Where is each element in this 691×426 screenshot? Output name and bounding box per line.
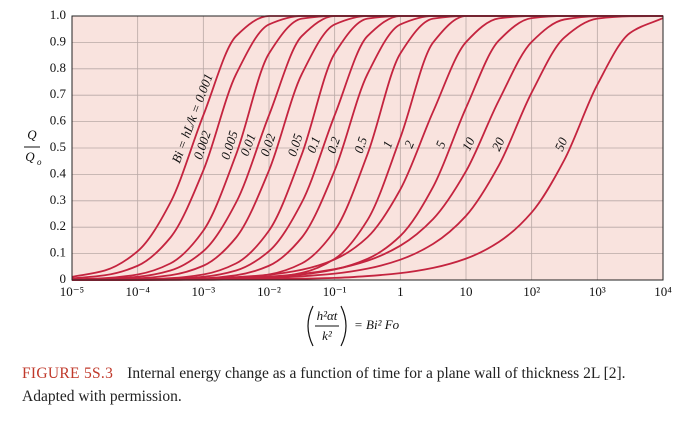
y-tick-label: 0.3	[50, 192, 66, 207]
curve-label: 10	[459, 134, 478, 153]
curve-label: 0.2	[324, 134, 344, 155]
x-tick-label: 10⁻²	[257, 284, 281, 299]
x-tick-label: 10⁴	[654, 284, 672, 299]
y-tick-label: 0.9	[50, 33, 66, 48]
y-tick-label: 0.5	[50, 139, 66, 154]
x-label-paren	[340, 305, 347, 347]
x-tick-label: 10²	[523, 284, 540, 299]
curve-label: 0.05	[284, 131, 305, 158]
x-tick-label: 10	[460, 284, 473, 299]
y-tick-label: 0.2	[50, 218, 66, 233]
curve-label: 20	[488, 135, 507, 153]
y-tick-label: 1.0	[50, 7, 66, 22]
curve-label-group: 0.5	[351, 135, 370, 156]
x-tick-label: 10⁻³	[191, 284, 215, 299]
caption: FIGURE 5S.3 Internal energy change as a f…	[22, 362, 670, 408]
curve-label: 0.02	[257, 131, 279, 158]
y-tick-label: 0.8	[50, 60, 66, 75]
y-label-subscript: o	[37, 157, 42, 167]
y-tick-label: 0.7	[50, 86, 67, 101]
curve-label-group: 20	[488, 135, 507, 153]
x-label-paren	[307, 305, 314, 347]
x-tick-label: 10³	[589, 284, 606, 299]
curve-label-group: 50	[551, 135, 570, 153]
y-label-denominator: Q	[25, 149, 35, 164]
y-tick-label: 0	[60, 271, 67, 286]
x-label-numerator: h²αt	[317, 308, 338, 323]
caption-label: FIGURE 5S.3	[22, 365, 114, 382]
curve-label-group: 0.02	[257, 131, 279, 158]
curve-label-group: 0.05	[284, 131, 305, 158]
curve-label-group: 0.1	[304, 134, 324, 154]
y-tick-label: 0.1	[50, 245, 66, 260]
curve-label: 0.1	[304, 134, 324, 154]
x-label-rest: = Bi² Fo	[354, 317, 400, 332]
curve-label: 0.5	[351, 135, 370, 156]
y-label-numerator: Q	[27, 127, 37, 142]
x-tick-label: 1	[397, 284, 404, 299]
x-tick-label: 10⁻⁴	[125, 284, 150, 299]
x-label-denominator: k²	[322, 328, 333, 343]
x-tick-label: 10⁻⁵	[60, 284, 84, 299]
x-tick-label: 10⁻¹	[323, 284, 347, 299]
curve-label-group: 1	[379, 139, 395, 151]
plot-frame	[71, 15, 664, 281]
curve-label-group: 0.2	[324, 134, 344, 155]
chart: Q Q o h²αt k² = Bi² Fo 00.10.20.30.40.50…	[24, 7, 672, 347]
y-tick-label: 0.4	[50, 165, 67, 180]
curve-label: 50	[551, 135, 570, 153]
y-tick-label: 0.6	[50, 113, 67, 128]
curve-label-group: 10	[459, 134, 478, 153]
curve-label: 1	[379, 139, 395, 151]
caption-text: Internal energy change as a function of …	[22, 365, 626, 405]
